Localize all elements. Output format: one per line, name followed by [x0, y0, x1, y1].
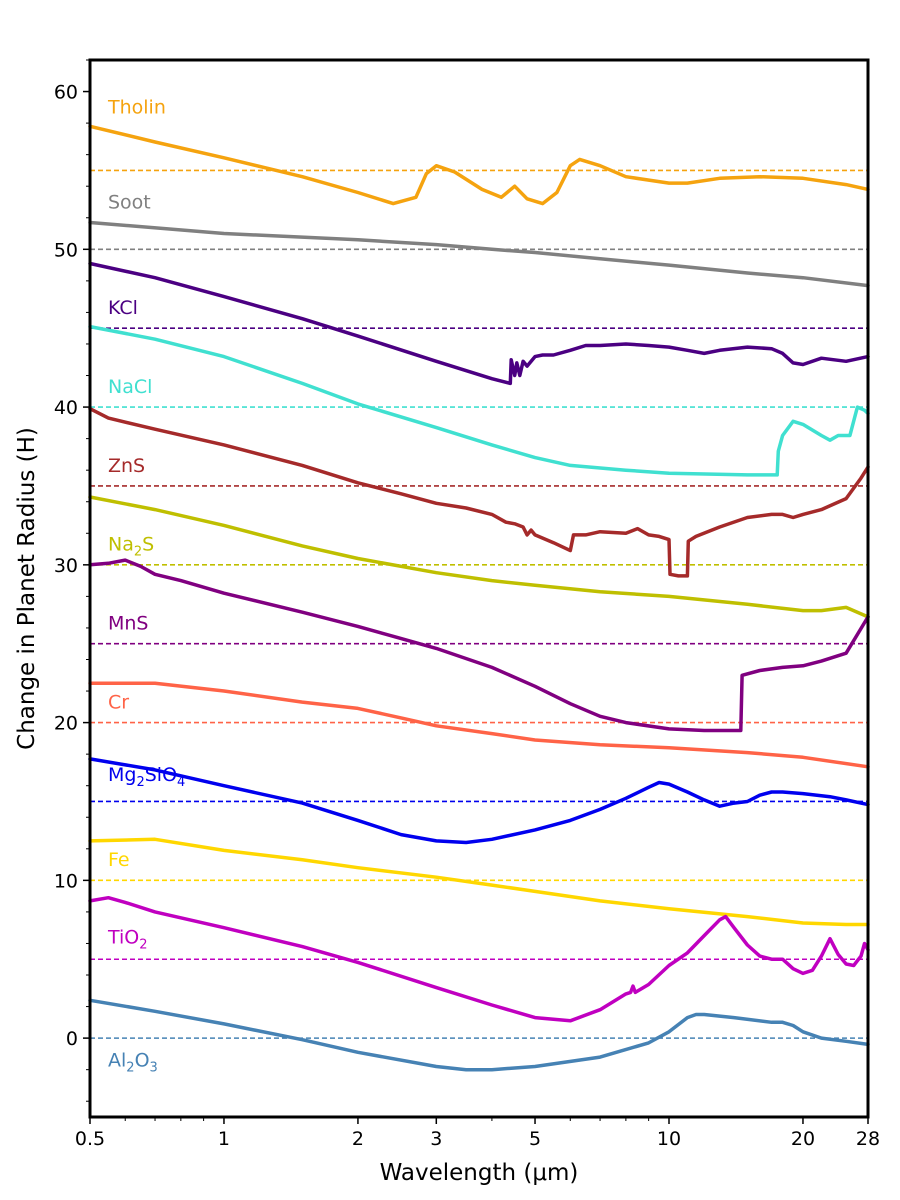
- series-label-na2s: Na2S: [108, 534, 154, 560]
- x-tick-label: 10: [657, 1128, 681, 1150]
- x-tick-label: 0.5: [75, 1128, 105, 1150]
- series-label-nacl: NaCl: [108, 376, 152, 398]
- series-label-tio2: TiO2: [107, 926, 148, 952]
- y-tick-label: 60: [54, 82, 78, 104]
- series-line-mns: [88, 558, 870, 733]
- series-labels-group: Tholin Soot KCl NaCl ZnS Na2S MnS Cr Mg2SiO4 Fe Ti…: [107, 97, 185, 1076]
- x-tick-label: 20: [791, 1128, 815, 1150]
- series-line-na2s: [88, 495, 870, 619]
- x-axis-title: Wavelength (μm): [380, 1160, 579, 1186]
- series-label-cr: Cr: [108, 691, 129, 713]
- x-tick-label: 1: [218, 1128, 230, 1150]
- series-label-mns: MnS: [108, 613, 149, 635]
- series-label-fe: Fe: [108, 849, 130, 871]
- series-label-zns: ZnS: [108, 455, 145, 477]
- y-tick-label: 20: [54, 713, 78, 735]
- baselines-group: [90, 169, 868, 1039]
- series-line-cr: [88, 681, 870, 769]
- series-line-fe: [88, 837, 870, 927]
- plot-frame: [88, 58, 870, 1119]
- series-line-soot: [88, 220, 870, 288]
- y-tick-label: 40: [54, 397, 78, 419]
- y-axis-title: Change in Planet Radius (H): [14, 427, 40, 750]
- series-line-al2o3: [88, 998, 870, 1072]
- series-line-zns: [88, 406, 870, 578]
- series-label-al2o3: Al2O3: [108, 1050, 158, 1076]
- x-tick-label: 2: [352, 1128, 364, 1150]
- series-label-kcl: KCl: [108, 297, 138, 319]
- series-label-soot: Soot: [108, 191, 151, 213]
- series-label-mg2sio4: Mg2SiO4: [108, 764, 185, 790]
- x-tick-label: 5: [529, 1128, 541, 1150]
- series-line-kcl: [88, 261, 870, 386]
- series-line-mg2sio4: [88, 757, 870, 845]
- ticks-group: 0 10 20 30 40 50 60 0.5 1 2 3 5 10 20 28: [54, 59, 880, 1150]
- y-tick-label: 0: [66, 1028, 78, 1050]
- series-lines-group: [88, 124, 870, 1072]
- series-label-tholin: Tholin: [107, 97, 166, 119]
- x-tick-label: 3: [430, 1128, 442, 1150]
- y-tick-label: 10: [54, 870, 78, 892]
- series-line-nacl: [88, 324, 870, 477]
- y-tick-label: 50: [54, 239, 78, 261]
- series-line-tholin: [88, 124, 870, 206]
- series-line-tio2: [88, 895, 870, 1023]
- x-tick-label: 28: [856, 1128, 880, 1150]
- y-tick-label: 30: [54, 555, 78, 577]
